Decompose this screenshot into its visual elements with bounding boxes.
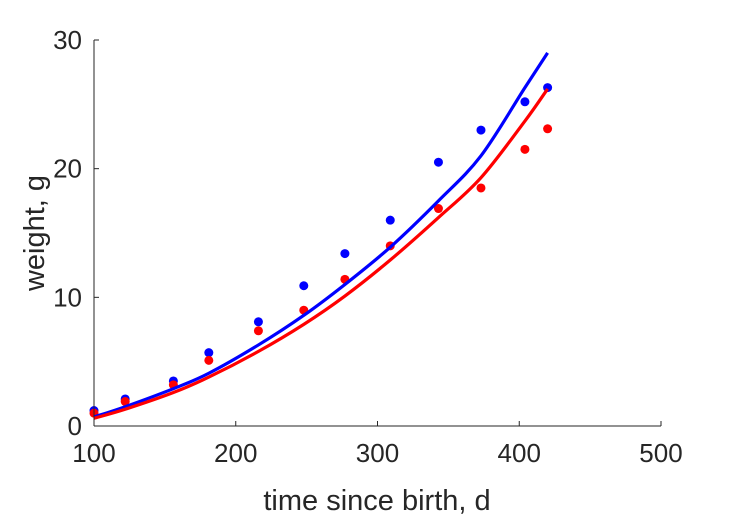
data-point [299, 281, 309, 291]
x-tick-label: 200 [214, 438, 257, 468]
series-layer [89, 51, 553, 420]
data-point [340, 249, 350, 259]
x-tick-label: 500 [639, 438, 682, 468]
x-tick-label: 400 [498, 438, 541, 468]
data-point [543, 124, 553, 134]
data-point [120, 397, 130, 407]
x-axis-label: time since birth, d [263, 485, 490, 517]
data-point [204, 348, 214, 358]
series-line-3 [93, 87, 549, 420]
y-tick-label: 20 [53, 154, 82, 184]
data-point [433, 204, 443, 214]
y-tick-label: 0 [68, 411, 82, 441]
x-tick-label: 300 [356, 438, 399, 468]
data-point [433, 157, 443, 167]
data-point [476, 125, 486, 135]
data-point [204, 355, 214, 365]
y-tick-label: 30 [53, 25, 82, 55]
data-point [385, 215, 395, 225]
y-tick-label: 10 [53, 282, 82, 312]
y-axis-label: weight, g [19, 175, 51, 292]
data-point [253, 317, 263, 327]
axes [93, 40, 661, 427]
data-point [253, 326, 263, 336]
x-tick-label: 100 [72, 438, 115, 468]
data-point [476, 183, 486, 193]
series-line-2 [93, 51, 549, 419]
ticks: 100 200 300 400 500 0 10 20 30 [53, 25, 683, 468]
data-point [520, 97, 530, 107]
data-point [520, 144, 530, 154]
